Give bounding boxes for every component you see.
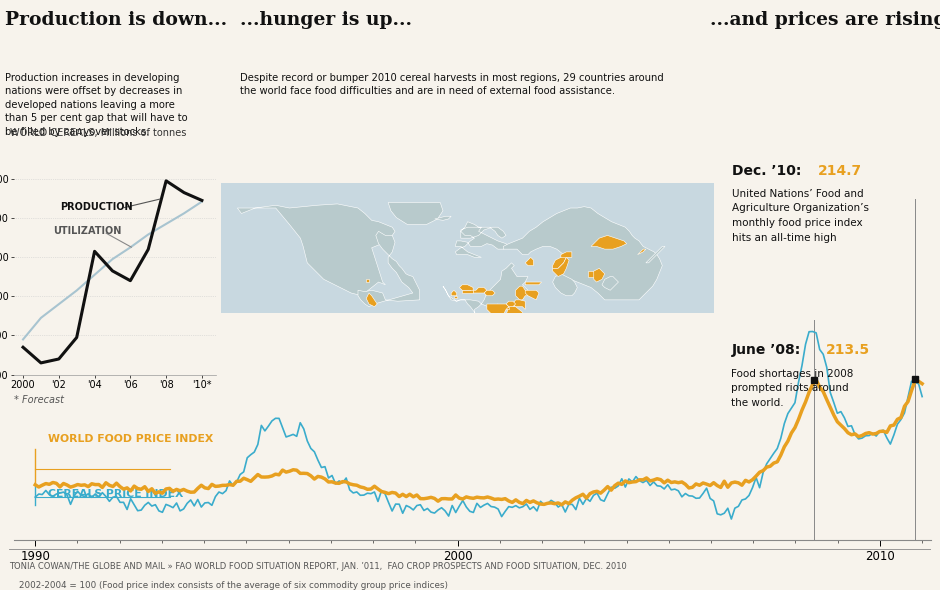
Polygon shape [697,356,709,370]
Text: ...and prices are rising: ...and prices are rising [710,11,940,29]
Text: Production increases in developing
nations were offset by decreases in
developed: Production increases in developing natio… [5,73,187,137]
Text: WORLD CEREALS, Millions of tonnes: WORLD CEREALS, Millions of tonnes [10,128,186,138]
Polygon shape [553,255,566,268]
Polygon shape [495,317,506,326]
Polygon shape [367,293,377,307]
Text: 213.5: 213.5 [825,343,870,358]
Text: June ’08:: June ’08: [731,343,806,358]
Polygon shape [367,279,368,282]
Polygon shape [484,290,495,296]
Polygon shape [561,252,572,257]
Polygon shape [434,217,451,220]
Polygon shape [637,249,646,255]
Polygon shape [451,290,457,296]
Polygon shape [443,263,528,356]
Polygon shape [516,286,528,300]
Text: CEREALS PRICE INDEX: CEREALS PRICE INDEX [48,490,183,499]
Polygon shape [503,206,663,300]
Text: Dec. ’10:: Dec. ’10: [732,164,807,178]
Polygon shape [388,202,443,224]
Text: Production is down...: Production is down... [5,11,227,29]
Text: 214.7: 214.7 [818,164,862,178]
Polygon shape [506,307,509,309]
Polygon shape [525,282,541,285]
Text: Food shortages in 2008
prompted riots around
the world.: Food shortages in 2008 prompted riots ar… [731,369,854,408]
Polygon shape [470,287,487,293]
Polygon shape [525,290,539,300]
Polygon shape [455,222,509,257]
Polygon shape [591,235,627,249]
Polygon shape [646,247,666,263]
Polygon shape [594,268,604,282]
Text: LOW-INCOME FOOD-DEFICIT
COUNTRIES (LIFDC): LOW-INCOME FOOD-DEFICIT COUNTRIES (LIFDC… [490,363,636,387]
Text: WORLD FOOD PRICE INDEX: WORLD FOOD PRICE INDEX [48,434,213,444]
Polygon shape [553,257,569,277]
Polygon shape [553,274,577,296]
Polygon shape [509,326,517,337]
Polygon shape [462,290,473,293]
Polygon shape [237,204,395,296]
Text: * Forecast: * Forecast [14,395,64,405]
Polygon shape [460,285,473,293]
Polygon shape [506,301,516,307]
Text: UTILIZATION: UTILIZATION [54,225,122,235]
Polygon shape [602,277,619,290]
Text: Despite record or bumper 2010 cereal harvests in most regions, 29 countries arou: Despite record or bumper 2010 cereal har… [240,73,664,96]
Text: TONIA COWAN/THE GLOBE AND MAIL » FAO WORLD FOOD SITUATION REPORT, JAN. ’011,  FA: TONIA COWAN/THE GLOBE AND MAIL » FAO WOR… [9,562,627,571]
Polygon shape [487,304,509,317]
Text: 2002-2004 = 100 (Food price index consists of the average of six commodity group: 2002-2004 = 100 (Food price index consis… [19,581,447,590]
Bar [468,368,487,382]
Polygon shape [513,300,525,309]
Polygon shape [500,329,511,337]
Polygon shape [506,307,523,320]
Polygon shape [588,271,594,277]
Text: ...hunger is up...: ...hunger is up... [240,11,412,29]
Polygon shape [454,296,457,299]
Text: PRODUCTION: PRODUCTION [60,202,133,212]
Polygon shape [525,323,533,340]
Polygon shape [621,323,681,359]
Polygon shape [525,323,533,340]
Polygon shape [358,231,419,307]
Polygon shape [525,257,533,266]
Text: United Nations’ Food and
Agriculture Organization’s
monthly food price index
hit: United Nations’ Food and Agriculture Org… [732,189,869,243]
